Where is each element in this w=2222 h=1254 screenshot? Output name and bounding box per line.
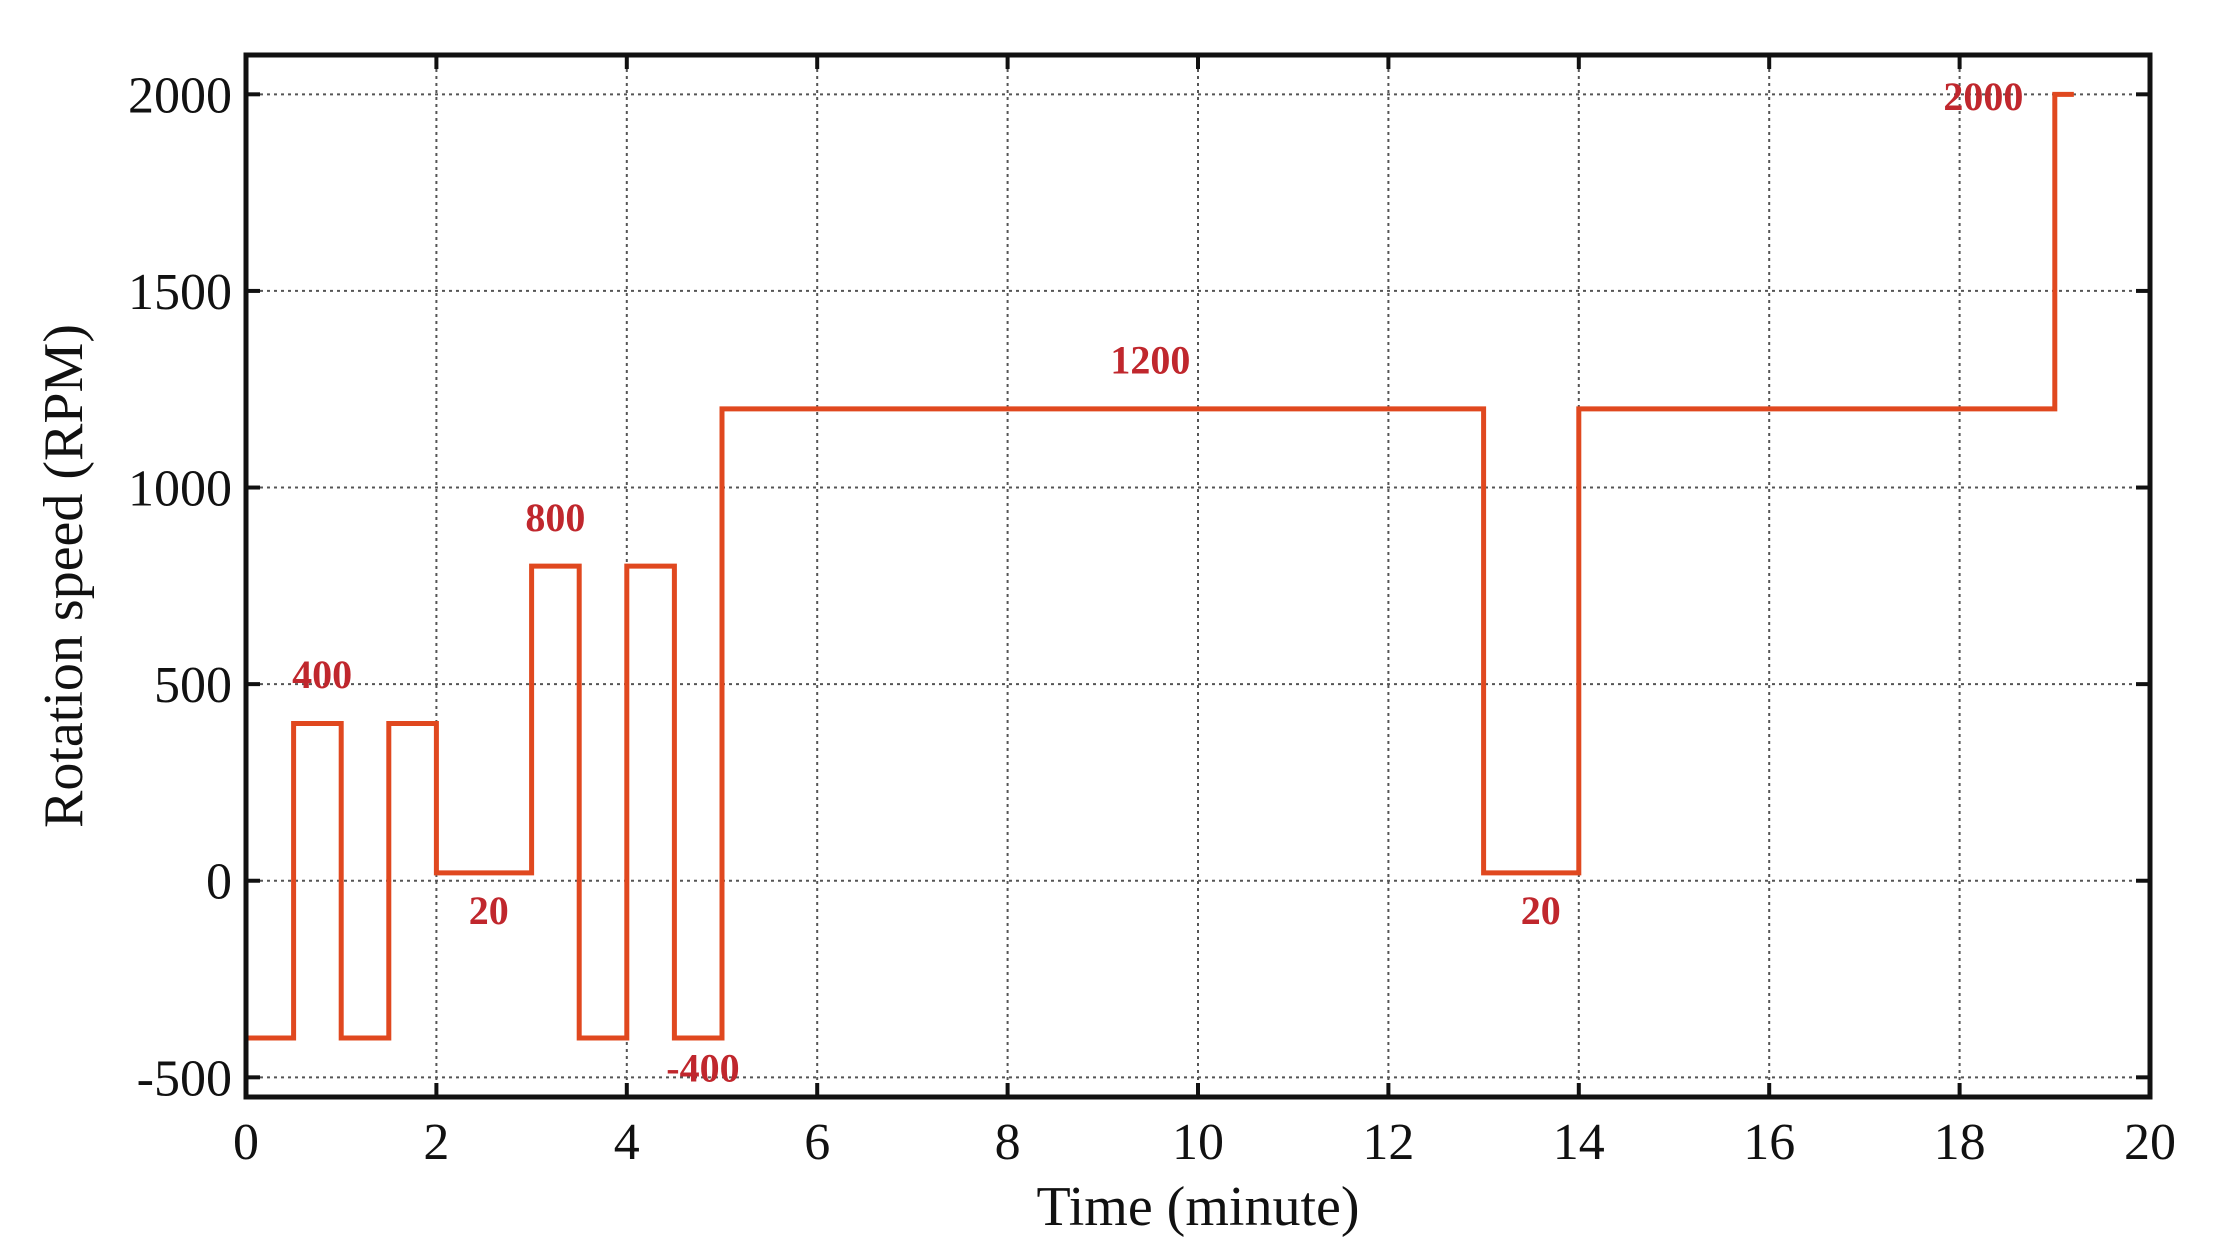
x-tick-label: 8 (995, 1114, 1021, 1171)
x-tick-label: 10 (1172, 1114, 1224, 1171)
y-tick-label: -500 (137, 1050, 232, 1107)
y-axis-title: Rotation speed (RPM) (33, 324, 95, 828)
y-tick-label: 0 (206, 854, 232, 911)
annotations: 400 20 800 -400 1200 20 2000 (292, 74, 2023, 1090)
value-annotation: 20 (469, 888, 509, 933)
x-tick-label: 0 (233, 1114, 259, 1171)
value-annotation: 2000 (1943, 74, 2023, 119)
y-tick-label: 500 (154, 657, 232, 714)
x-tick-label: 6 (804, 1114, 830, 1171)
x-tick-label: 18 (1934, 1114, 1986, 1171)
x-tick-label: 16 (1743, 1114, 1795, 1171)
value-annotation: 400 (292, 652, 352, 697)
series-layer (246, 91, 2074, 1041)
x-tick-label: 2 (423, 1114, 449, 1171)
value-annotation: 20 (1521, 888, 1561, 933)
value-annotation: -400 (666, 1045, 739, 1090)
grid-lines (245, 55, 2151, 1097)
x-tick-label: 4 (614, 1114, 640, 1171)
x-tick-label: 20 (2124, 1114, 2176, 1171)
x-tick-label: 14 (1553, 1114, 1605, 1171)
y-tick-label: 2000 (128, 67, 232, 124)
x-tick-label: 12 (1362, 1114, 1414, 1171)
rpm-series-line (246, 91, 2074, 1041)
y-tick-label: 1000 (128, 461, 232, 518)
y-tick-label: 1500 (128, 264, 232, 321)
value-annotation: 800 (525, 495, 585, 540)
x-axis-title: Time (minute) (1036, 1176, 1359, 1238)
value-annotation: 1200 (1110, 337, 1190, 382)
